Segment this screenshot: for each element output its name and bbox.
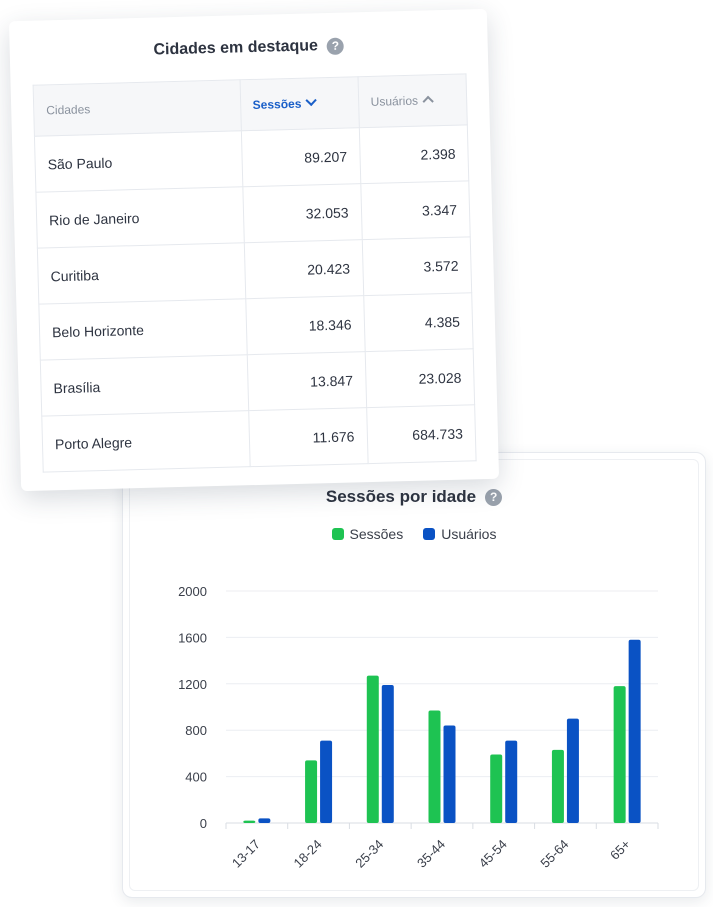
x-tick-label: 25-34 <box>352 837 386 871</box>
question-circle-icon[interactable]: ? <box>326 37 345 55</box>
x-tick-label: 35-44 <box>414 837 448 871</box>
chevron-down-icon <box>305 94 317 107</box>
legend-item-sessions[interactable]: Sessões <box>331 526 404 542</box>
table-title: Cidades em destaque <box>153 37 319 59</box>
y-tick-label: 1600 <box>178 630 207 645</box>
chevron-up-icon <box>422 95 434 108</box>
bar-users <box>258 818 271 823</box>
y-tick-label: 400 <box>185 770 207 785</box>
users-cell: 2.398 <box>358 124 469 184</box>
bar-users <box>628 639 641 823</box>
column-header-users[interactable]: Usuários <box>357 73 468 128</box>
city-cell: Rio de Janeiro <box>35 186 244 249</box>
y-tick-label: 2000 <box>178 584 207 599</box>
table-header: Cidades em destaque ? <box>10 33 488 64</box>
users-cell: 684.733 <box>366 404 477 464</box>
bar-sessions <box>366 675 379 823</box>
legend-swatch-users <box>423 528 436 540</box>
question-circle-icon[interactable]: ? <box>485 488 503 506</box>
bar-users <box>320 740 333 823</box>
city-cell: Porto Alegre <box>41 410 250 473</box>
sessions-cell: 20.423 <box>243 239 364 299</box>
bar-sessions <box>305 760 318 823</box>
column-header-city-label: Cidades <box>46 102 91 118</box>
bar-sessions <box>551 749 564 823</box>
y-tick-label: 800 <box>185 723 207 738</box>
age-chart-card: Sessões por idade ? Sessões Usuários 200… <box>122 452 706 898</box>
city-cell: Curitiba <box>37 242 246 305</box>
column-header-city: Cidades <box>33 79 241 137</box>
bar-sessions <box>428 710 441 823</box>
users-cell: 3.572 <box>361 236 472 296</box>
column-header-sessions-label: Sessões <box>252 96 302 112</box>
sessions-cell: 11.676 <box>248 407 368 467</box>
users-cell: 23.028 <box>364 348 475 408</box>
chart-legend: Sessões Usuários <box>123 526 705 542</box>
bar-users <box>505 740 518 823</box>
users-cell: 3.347 <box>360 180 471 240</box>
x-tick-label: 13-17 <box>229 837 263 871</box>
chart-header: Sessões por idade ? <box>123 487 705 507</box>
sessions-cell: 89.207 <box>240 127 361 187</box>
x-tick-label: 55-64 <box>537 837 571 871</box>
table-row: Porto Alegre 11.676 684.733 <box>41 404 477 473</box>
bar-sessions <box>243 820 256 823</box>
cities-table: Cidades Sessões Usuários São Paulo 89.20… <box>33 73 477 473</box>
users-cell: 4.385 <box>363 292 474 352</box>
bar-users <box>566 718 579 823</box>
y-tick-label: 0 <box>200 816 207 831</box>
bar-users <box>381 684 394 823</box>
bar-sessions <box>490 754 503 823</box>
column-header-sessions[interactable]: Sessões <box>239 76 359 131</box>
legend-label-sessions: Sessões <box>349 526 404 542</box>
city-cell: Belo Horizonte <box>38 298 247 361</box>
bar-sessions <box>613 686 626 823</box>
city-cell: Brasília <box>40 354 249 417</box>
chart-title: Sessões por idade <box>325 487 477 506</box>
legend-swatch-sessions <box>331 528 344 540</box>
bar-users <box>443 725 456 823</box>
sessions-cell: 13.847 <box>246 351 367 411</box>
legend-item-users[interactable]: Usuários <box>423 526 496 542</box>
y-tick-label: 1200 <box>178 677 207 692</box>
legend-label-users: Usuários <box>441 526 497 542</box>
bar-chart: 2000 1600 1200 800 400 0 13-17 18-24 25-34 35-44 4… <box>178 584 659 871</box>
sessions-cell: 32.053 <box>242 183 362 243</box>
column-header-users-label: Usuários <box>370 93 419 109</box>
cities-table-card: Cidades em destaque ? Cidades Sessões Us… <box>8 8 500 492</box>
x-tick-label: 45-54 <box>476 837 510 871</box>
x-tick-label: 18-24 <box>291 837 325 871</box>
x-tick-label: 65+ <box>607 837 633 863</box>
sessions-cell: 18.346 <box>245 295 365 355</box>
city-cell: São Paulo <box>34 130 243 193</box>
